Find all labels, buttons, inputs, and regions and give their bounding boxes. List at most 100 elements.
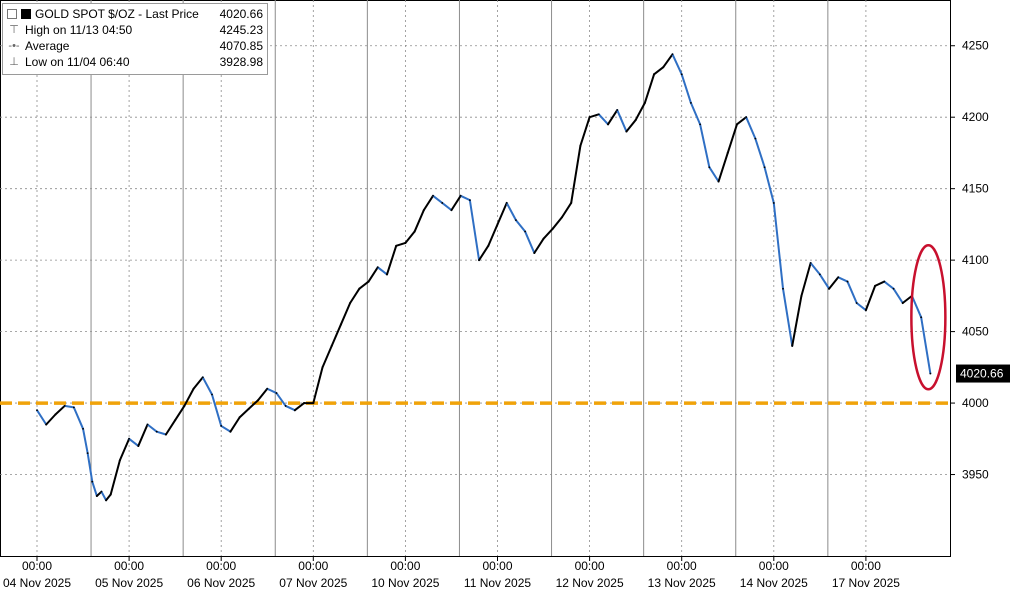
price-point [211,393,213,396]
price-segment [920,316,932,375]
price-point [441,202,444,204]
price-segment [892,287,904,305]
x-time-label: 00:00 [22,559,52,573]
price-segment [763,166,775,204]
price-point [671,53,674,56]
x-day-label: 10 Nov 2025 [371,576,439,590]
price-point [86,452,89,454]
price-segment [607,109,619,126]
price-point [220,425,223,427]
y-tick-label: 4200 [962,110,989,124]
price-point [478,259,480,262]
x-time-label: 00:00 [667,559,697,573]
price-point [395,244,398,247]
price-segment [782,287,794,347]
legend-average-value: 4070.85 [219,39,263,53]
chart-grid [0,0,951,557]
price-point [874,284,877,287]
price-point [367,280,370,283]
price-point [837,276,840,279]
price-segment [570,144,582,204]
price-point [726,152,729,154]
price-point [201,376,204,379]
price-segment [459,194,471,202]
price-segment [809,261,821,276]
price-point [229,430,232,433]
price-point [754,137,757,140]
x-day-label: 13 Nov 2025 [648,576,716,590]
price-segment [800,261,812,297]
price-point [717,180,720,183]
price-point [468,199,471,202]
price-point [791,344,794,347]
price-point [284,405,287,407]
price-point [303,402,305,404]
price-segment [487,223,499,247]
price-segment [699,123,711,169]
price-segment [229,416,241,433]
price-segment [385,244,398,276]
price-segment [726,123,738,154]
legend-checkbox[interactable] [7,9,17,19]
price-segment [496,201,508,226]
legend-average-label: Average [25,39,70,53]
price-point [680,73,683,76]
price-point [662,66,665,69]
price-segment [82,427,89,455]
average-marker-icon: -•- [8,40,20,52]
price-segment [662,53,674,69]
price-point [561,216,563,219]
y-tick-label: 4250 [962,39,989,53]
legend-low-value: 3928.98 [219,55,263,69]
price-series [36,53,932,502]
price-point [95,495,98,497]
price-segment [247,399,260,410]
price-segment [284,404,296,412]
price-segment [376,266,388,276]
price-point [892,287,895,290]
price-point [708,166,711,169]
price-point [358,287,361,290]
price-segment [146,423,158,433]
price-segment [100,490,108,502]
price-point [128,437,131,440]
price-point [183,405,186,407]
price-segment [542,227,554,240]
price-segment [266,387,278,395]
price-segment [653,66,665,76]
price-point [45,423,48,426]
x-day-label: 17 Nov 2025 [832,576,900,590]
price-point [257,399,259,402]
price-segment [468,199,481,262]
price-point [515,219,517,222]
price-point [105,499,107,502]
price-point [551,227,554,230]
price-segment [192,376,204,390]
price-segment [339,302,352,326]
price-segment [883,280,895,290]
price-segment [717,151,729,183]
price-point [100,490,103,493]
y-tick-label: 4100 [962,253,989,267]
price-segment [105,493,112,502]
price-segment [791,294,803,347]
price-segment [257,387,269,402]
price-point [745,116,748,119]
price-point [653,73,655,76]
price-segment [514,219,527,233]
high-marker-icon: ⊤ [9,24,19,36]
price-segment [432,194,444,204]
x-day-label: 06 Nov 2025 [187,576,255,590]
price-point [736,123,738,126]
price-point [625,130,628,133]
last-price-badge [956,364,1010,383]
price-segment [118,437,131,462]
legend-last-value: 4020.66 [219,7,263,21]
price-point [459,194,462,197]
price-point [165,433,167,436]
price-segment [367,266,379,283]
price-segment [358,280,370,290]
annotation-layer [910,244,947,391]
price-segment [478,244,490,262]
price-segment [72,406,85,430]
